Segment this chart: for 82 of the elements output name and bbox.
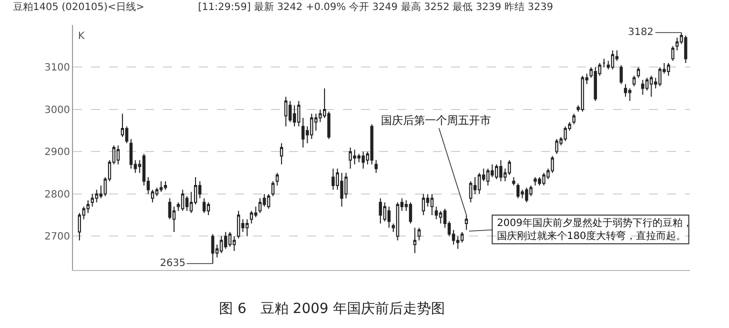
candlestick	[666, 62, 670, 76]
candlestick	[129, 138, 133, 170]
text: [11:29:59] 最新 3242 +0.09% 今开 3249 最高 3252 最低 3239 昨结 3239	[198, 1, 554, 13]
candlestick	[258, 198, 262, 214]
candlestick	[430, 193, 434, 216]
candlestick	[206, 202, 210, 216]
candlestick	[181, 189, 184, 212]
candlestick	[611, 50, 614, 70]
annotation: 2635	[160, 258, 186, 269]
candlestick	[478, 172, 481, 194]
y-tick-label: 2900	[44, 147, 70, 158]
candlestick	[464, 214, 468, 230]
candlestick	[628, 88, 632, 102]
candlestick	[362, 151, 365, 170]
candlestick	[224, 231, 228, 250]
candlestick	[512, 176, 516, 186]
candlestick	[374, 160, 378, 174]
candlestick	[636, 66, 640, 78]
candlestick	[370, 124, 374, 165]
candlestick	[624, 84, 628, 98]
candlestick	[434, 206, 438, 220]
annotation: 国庆后第一个周五开市	[381, 114, 491, 127]
candlestick	[236, 210, 240, 239]
candlestick	[516, 182, 520, 199]
candlestick	[542, 172, 546, 186]
candlestick	[469, 180, 472, 203]
y-tick-label: 3000	[44, 104, 70, 116]
candlestick	[525, 187, 528, 203]
candlestick	[288, 100, 292, 123]
candlestick	[280, 142, 284, 165]
candlestick	[499, 160, 502, 182]
annotation: 2009年国庆前夕显然处于弱势下行的豆粕，	[497, 217, 692, 229]
candlestick	[267, 193, 270, 210]
candlestick	[564, 126, 567, 142]
candlestick	[620, 64, 623, 85]
candlestick	[602, 58, 606, 68]
y-tick-label: 2800	[44, 189, 70, 200]
candlestick	[555, 138, 558, 154]
candlestick	[572, 113, 576, 125]
candlestick	[271, 180, 274, 197]
annotation: 国庆刚过就来个180度大转弯，直拉而起。	[497, 230, 686, 242]
annotation: K	[78, 31, 85, 42]
candlestick	[387, 206, 391, 228]
candlestick	[671, 46, 674, 62]
candlestick	[150, 189, 154, 203]
chart-subtitle: 豆粕1405 (020105)<日线>	[13, 1, 144, 13]
candlestick	[439, 210, 442, 224]
candlestick	[396, 202, 400, 241]
candlestick	[211, 234, 214, 264]
candlestick	[202, 198, 206, 214]
candlestick	[164, 180, 167, 190]
candlestick	[332, 168, 335, 190]
candlestick	[310, 113, 314, 140]
candlestick	[418, 227, 421, 241]
candlestick	[348, 147, 352, 170]
candlestick	[641, 79, 644, 96]
candlestick	[246, 218, 249, 237]
candlestick	[284, 96, 288, 127]
candlestick	[413, 227, 416, 254]
candlestick	[116, 144, 120, 165]
candlestick	[580, 75, 584, 112]
y-tick-label: 3100	[44, 62, 70, 74]
candlestick	[650, 75, 653, 98]
candlestick	[297, 100, 300, 127]
candlestick	[95, 189, 98, 203]
candlestick	[353, 149, 356, 165]
y-tick-label: 2700	[44, 232, 70, 243]
candlestick	[160, 180, 163, 192]
annotation: 3182	[628, 27, 654, 38]
candlestick	[340, 172, 344, 208]
candlestick	[632, 75, 636, 87]
candlestick	[494, 164, 498, 180]
candlestick	[301, 117, 305, 148]
candlestick	[538, 176, 542, 186]
candlestick	[408, 202, 412, 224]
candlestick	[220, 236, 223, 254]
candlestick	[90, 193, 94, 208]
candlestick	[684, 35, 688, 64]
candlestick	[534, 176, 537, 186]
text: 图 6 豆粕 2009 年国庆前后走势图	[219, 301, 445, 317]
candlestick	[276, 172, 279, 186]
candlestick	[232, 236, 236, 252]
